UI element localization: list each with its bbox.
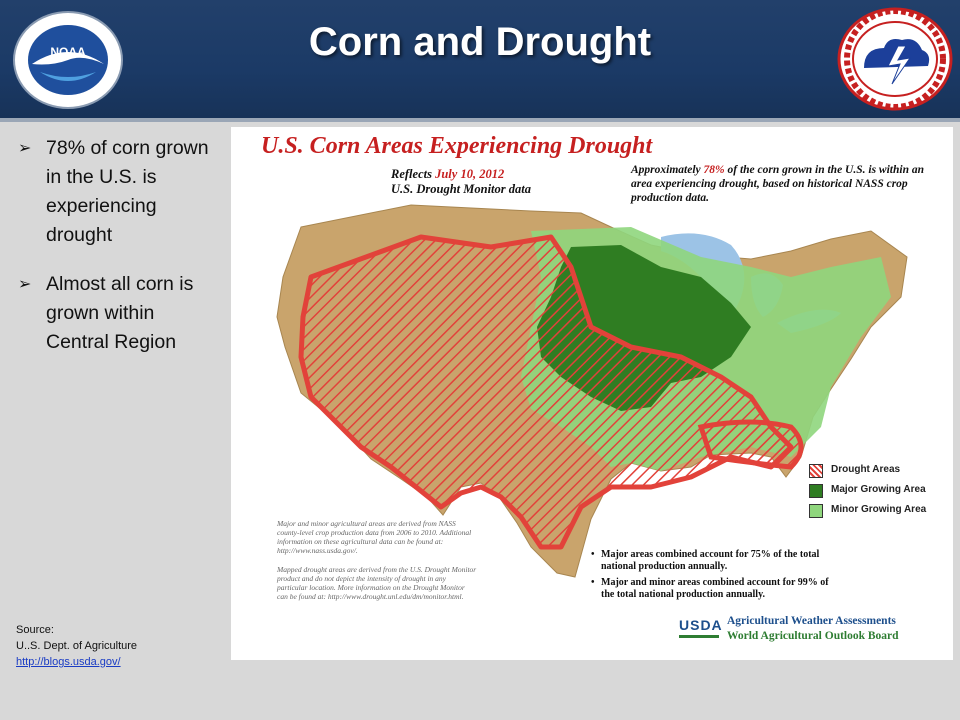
note-item: • Major and minor areas combined account…: [591, 577, 831, 601]
map-reflects: Reflects July 10, 2012 U.S. Drought Moni…: [391, 167, 561, 197]
slide-header: NOAA Corn and Drought: [0, 0, 960, 122]
fine-print-item: Mapped drought areas are derived from th…: [277, 565, 477, 601]
legend-item-minor: Minor Growing Area: [809, 503, 926, 523]
bullet-item: ➢ 78% of corn grown in the U.S. is exper…: [18, 134, 218, 250]
national-weather-service-logo-icon: [837, 7, 953, 111]
approx-note: Approximately 78% of the corn grown in t…: [631, 163, 931, 205]
legend-label: Minor Growing Area: [831, 504, 927, 515]
reflects-prefix: Reflects: [391, 167, 432, 181]
approx-prefix: Approximately: [631, 164, 701, 176]
slide-title: Corn and Drought: [308, 20, 652, 64]
source-org: U..S. Dept. of Agriculture: [16, 640, 138, 652]
reflects-date: July 10, 2012: [435, 167, 505, 181]
fine-print-item: Major and minor agricultural areas are d…: [277, 519, 472, 555]
legend-item-drought: Drought Areas: [809, 463, 926, 483]
minor-swatch-icon: [809, 504, 823, 518]
source-label: Source:: [16, 624, 54, 636]
reflects-source: U.S. Drought Monitor data: [391, 182, 531, 196]
us-map-graphic: [276, 204, 908, 578]
bullet-list: ➢ 78% of corn grown in the U.S. is exper…: [18, 134, 218, 377]
map-legend: Drought Areas Major Growing Area Minor G…: [809, 463, 926, 523]
note-text: Major areas combined account for 75% of …: [601, 549, 820, 572]
approx-percent: 78%: [703, 164, 725, 176]
legend-label: Drought Areas: [831, 464, 901, 475]
credit-line-1: Agricultural Weather Assessments: [727, 615, 896, 627]
usda-logo-icon: USDA: [679, 617, 723, 633]
note-text: Major and minor areas combined account f…: [601, 577, 829, 600]
arrow-bullet-icon: ➢: [18, 276, 32, 293]
noaa-seal-icon: NOAA: [13, 11, 123, 109]
fine-print: Major and minor agricultural areas are d…: [277, 519, 477, 611]
bullet-dot-icon: •: [591, 577, 595, 588]
bullet-text: Almost all corn is grown within Central …: [46, 273, 194, 353]
map-notes: • Major areas combined account for 75% o…: [591, 549, 831, 605]
bullet-item: ➢ Almost all corn is grown within Centra…: [18, 270, 218, 357]
major-swatch-icon: [809, 484, 823, 498]
approx-rest: of the corn grown in the U.S. is within …: [631, 164, 925, 204]
legend-label: Major Growing Area: [831, 484, 926, 495]
bullet-text: 78% of corn grown in the U.S. is experie…: [46, 137, 209, 246]
arrow-bullet-icon: ➢: [18, 140, 32, 157]
drought-area: [298, 234, 794, 550]
note-item: • Major areas combined account for 75% o…: [591, 549, 831, 573]
corn-drought-map: U.S. Corn Areas Experiencing Drought Ref…: [231, 127, 953, 660]
source-link[interactable]: http://blogs.usda.gov/: [16, 656, 121, 668]
usda-credit: USDA Agricultural Weather Assessments Wo…: [679, 615, 949, 651]
credit-line-2: World Agricultural Outlook Board: [727, 630, 899, 642]
map-title: U.S. Corn Areas Experiencing Drought: [261, 133, 653, 159]
noaa-text: NOAA: [50, 45, 86, 59]
legend-item-major: Major Growing Area: [809, 483, 926, 503]
usda-logo-bar: [679, 635, 719, 638]
drought-swatch-icon: [809, 464, 823, 478]
source-citation: Source: U..S. Dept. of Agriculture http:…: [16, 622, 137, 670]
bullet-dot-icon: •: [591, 549, 595, 560]
